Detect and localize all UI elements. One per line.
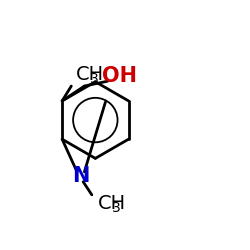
Text: N: N	[72, 166, 90, 186]
Text: 3: 3	[112, 202, 120, 215]
Text: CH: CH	[98, 194, 126, 213]
Text: CH: CH	[76, 65, 104, 84]
Text: OH: OH	[102, 66, 136, 86]
Text: 3: 3	[90, 72, 98, 86]
